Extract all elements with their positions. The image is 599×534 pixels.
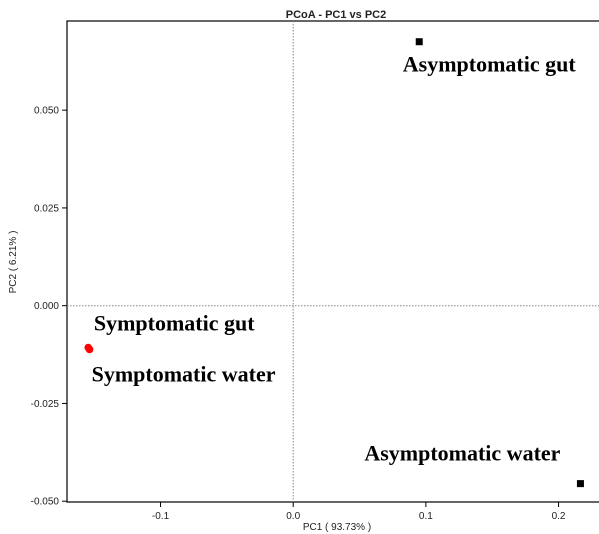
- point-label: Symptomatic gut: [94, 311, 255, 336]
- point-labels: Asymptomatic gut Asymptomatic water Sympto…: [92, 52, 577, 466]
- point-label: Asymptomatic gut: [403, 52, 577, 77]
- plot-frame: [66, 20, 599, 503]
- y-tick-label: -0.050: [31, 497, 60, 508]
- x-tick-label: 0.0: [286, 511, 300, 522]
- y-tick-label: 0.050: [34, 106, 59, 117]
- data-point: [576, 480, 584, 488]
- x-tick-label: 0.2: [552, 511, 566, 522]
- reference-lines: [67, 21, 599, 502]
- data-points: [84, 38, 584, 488]
- point-label: Asymptomatic water: [364, 441, 560, 466]
- y-axis-label: PC2 ( 6.21% ): [8, 231, 19, 294]
- y-tick-label: 0.000: [34, 301, 59, 312]
- point-label: Symptomatic water: [92, 361, 276, 386]
- x-axis: -0.1 0.0 0.1 0.2: [152, 502, 566, 522]
- x-tick-label: 0.1: [419, 511, 433, 522]
- y-tick-label: -0.025: [31, 399, 60, 410]
- data-point: [415, 38, 423, 46]
- y-tick-label: 0.025: [34, 203, 59, 214]
- x-tick-label: -0.1: [152, 511, 170, 522]
- chart-title: PCoA - PC1 vs PC2: [286, 9, 386, 21]
- y-axis: -0.050 -0.025 0.000 0.025 0.050: [31, 106, 67, 508]
- data-point: [85, 345, 94, 354]
- x-axis-label: PC1 ( 93.73% ): [303, 522, 371, 533]
